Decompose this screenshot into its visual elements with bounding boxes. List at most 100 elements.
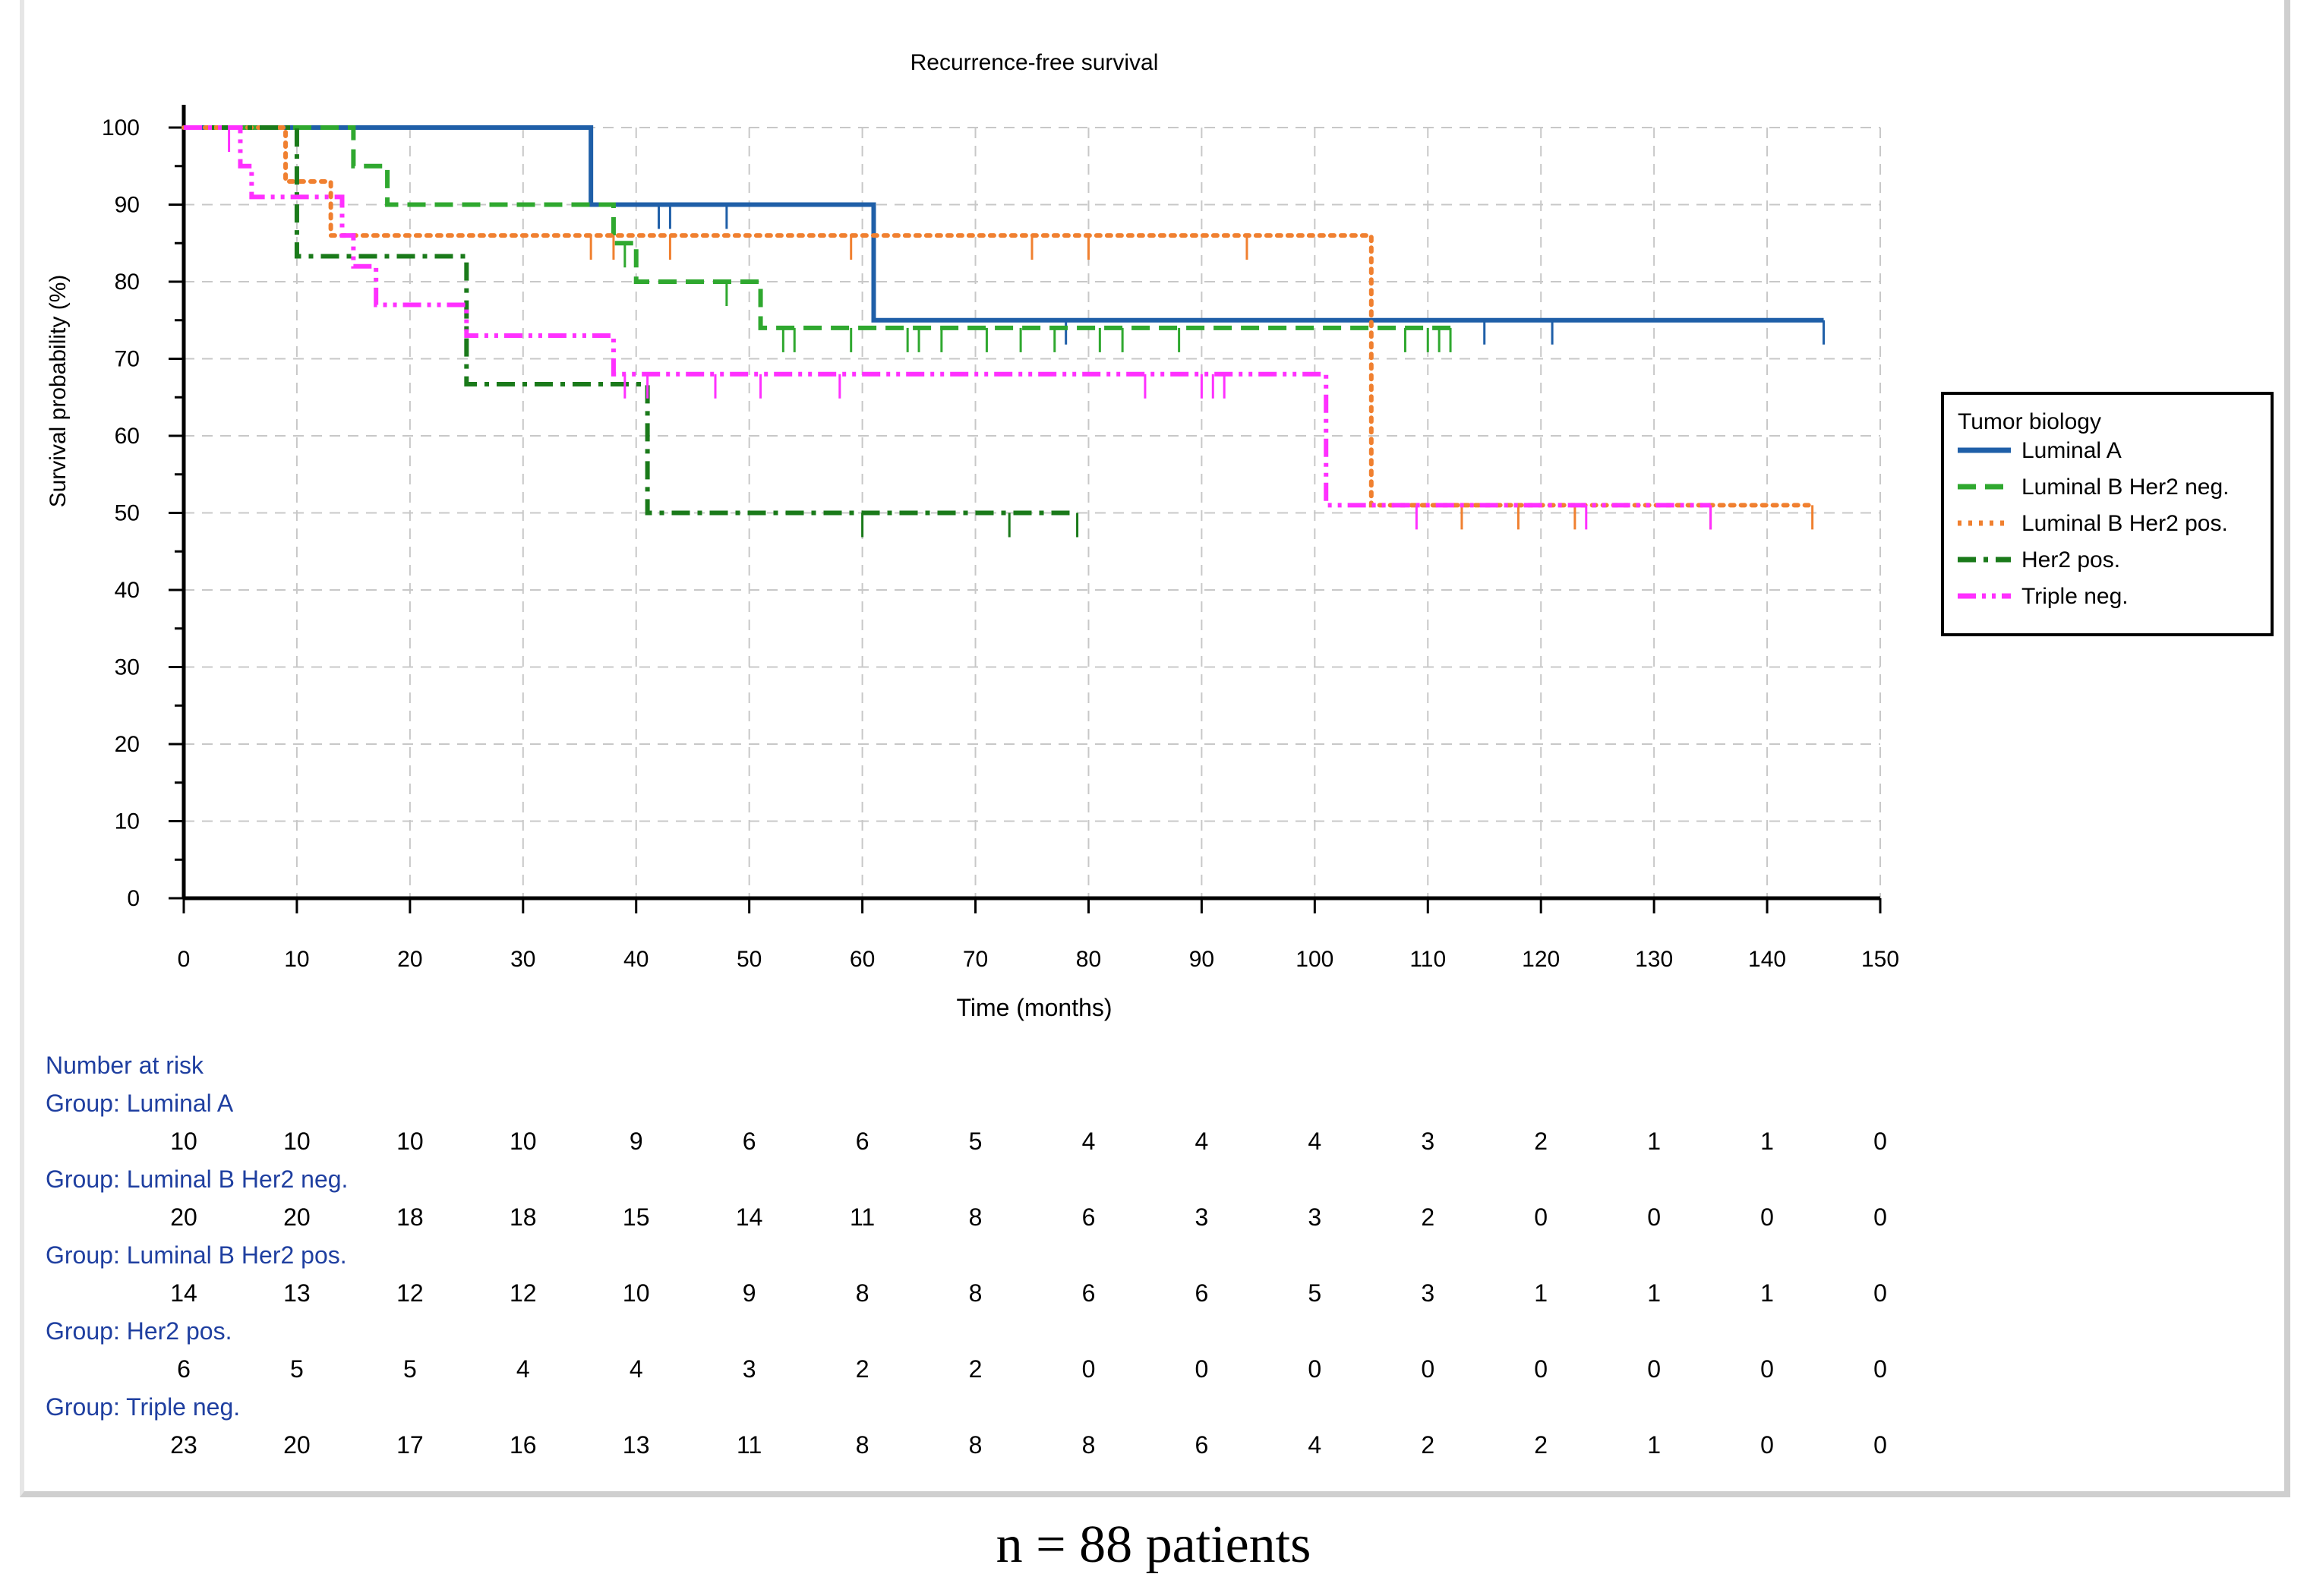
risk-group-label: Group: Her2 pos. bbox=[46, 1317, 232, 1345]
risk-count: 6 bbox=[856, 1128, 869, 1155]
figure-frame bbox=[20, 0, 2290, 1497]
risk-count: 3 bbox=[1421, 1279, 1434, 1307]
legend-label: Luminal A bbox=[2021, 438, 2122, 463]
risk-count: 3 bbox=[1195, 1203, 1209, 1231]
risk-count: 14 bbox=[170, 1279, 197, 1307]
risk-count: 0 bbox=[1760, 1203, 1774, 1231]
risk-count: 4 bbox=[516, 1355, 530, 1383]
series-4 bbox=[184, 125, 1712, 530]
y-tick-label: 30 bbox=[115, 655, 140, 680]
risk-count: 5 bbox=[403, 1355, 417, 1383]
risk-count: 0 bbox=[1308, 1355, 1321, 1383]
risk-count: 0 bbox=[1873, 1128, 1887, 1155]
risk-count: 0 bbox=[1873, 1279, 1887, 1307]
risk-count: 8 bbox=[969, 1203, 983, 1231]
risk-group-label: Group: Luminal B Her2 pos. bbox=[46, 1241, 347, 1269]
risk-count: 23 bbox=[170, 1431, 197, 1459]
risk-count: 10 bbox=[170, 1128, 197, 1155]
risk-count: 1 bbox=[1760, 1128, 1774, 1155]
risk-count: 0 bbox=[1082, 1355, 1096, 1383]
risk-count: 6 bbox=[1082, 1203, 1096, 1231]
x-tick-label: 110 bbox=[1409, 947, 1446, 972]
risk-count: 13 bbox=[283, 1279, 311, 1307]
risk-count: 0 bbox=[1534, 1203, 1548, 1231]
y-tick-label: 20 bbox=[115, 732, 140, 757]
x-tick-label: 0 bbox=[178, 947, 191, 972]
legend-label: Her2 pos. bbox=[2021, 547, 2120, 572]
risk-count: 2 bbox=[1421, 1203, 1434, 1231]
risk-count: 2 bbox=[1421, 1431, 1434, 1459]
risk-count: 10 bbox=[283, 1128, 311, 1155]
series-line bbox=[181, 125, 1815, 508]
axes: 0 10 20 30 40 50 60 70 80 90 100 110 120 130 140 150 0 10… bbox=[102, 105, 1899, 972]
risk-count: 0 bbox=[1647, 1355, 1661, 1383]
x-axis-label: Time (months) bbox=[956, 994, 1112, 1021]
risk-count: 3 bbox=[1421, 1128, 1434, 1155]
risk-count: 2 bbox=[856, 1355, 869, 1383]
y-axis-label: Survival probability (%) bbox=[46, 275, 71, 508]
series-line bbox=[184, 125, 1711, 508]
risk-count: 20 bbox=[170, 1203, 197, 1231]
risk-count: 17 bbox=[396, 1431, 424, 1459]
risk-count: 0 bbox=[1760, 1355, 1774, 1383]
risk-table: Number at risk Group: Luminal A10 10 10 10 9… bbox=[46, 1052, 1887, 1459]
legend-box bbox=[1941, 392, 2274, 636]
grid bbox=[184, 127, 1881, 898]
figure-caption: n = 88 patients bbox=[996, 1516, 1311, 1574]
risk-count: 8 bbox=[856, 1431, 869, 1459]
x-tick-label: 120 bbox=[1522, 947, 1560, 972]
legend-label: Luminal B Her2 neg. bbox=[2021, 475, 2230, 500]
risk-count: 20 bbox=[283, 1431, 311, 1459]
risk-count: 14 bbox=[736, 1203, 763, 1231]
x-tick-label: 10 bbox=[284, 947, 309, 972]
y-tick-label: 80 bbox=[115, 270, 140, 295]
legend-items: Luminal A Luminal B Her2 neg. Luminal B He… bbox=[1958, 438, 2230, 609]
y-tick-label: 50 bbox=[115, 501, 140, 526]
legend-title: Tumor biology bbox=[1958, 409, 2101, 434]
risk-count: 8 bbox=[1082, 1431, 1096, 1459]
chart-title: Recurrence-free survival bbox=[910, 50, 1159, 75]
x-tick-label: 150 bbox=[1861, 947, 1899, 972]
risk-count: 9 bbox=[743, 1279, 756, 1307]
risk-count: 5 bbox=[1308, 1279, 1321, 1307]
y-tick-label: 60 bbox=[115, 424, 140, 449]
risk-count: 10 bbox=[510, 1128, 537, 1155]
risk-count: 0 bbox=[1873, 1431, 1887, 1459]
y-tick-label: 10 bbox=[115, 809, 140, 834]
risk-count: 4 bbox=[1308, 1128, 1321, 1155]
risk-count: 1 bbox=[1534, 1279, 1548, 1307]
risk-count: 2 bbox=[1534, 1128, 1548, 1155]
x-tick-label: 100 bbox=[1296, 947, 1333, 972]
x-tick-label: 50 bbox=[737, 947, 762, 972]
series-line bbox=[184, 125, 1078, 516]
series-line bbox=[184, 125, 1824, 323]
series-lines bbox=[181, 125, 1826, 538]
x-tick-label: 30 bbox=[510, 947, 535, 972]
survival-chart: Recurrence-free survival 0 10 20 30 40 50 60 70… bbox=[46, 50, 2274, 1459]
risk-count: 3 bbox=[743, 1355, 756, 1383]
risk-count: 5 bbox=[969, 1128, 983, 1155]
risk-count: 0 bbox=[1534, 1355, 1548, 1383]
risk-rows: Group: Luminal A10 10 10 10 9 6 6 5 4 4 4 3 2 1 1 0Grou… bbox=[46, 1090, 1887, 1459]
y-tick-label: 40 bbox=[115, 578, 140, 603]
risk-count: 11 bbox=[737, 1431, 762, 1459]
risk-count: 8 bbox=[969, 1279, 983, 1307]
risk-count: 1 bbox=[1647, 1128, 1661, 1155]
risk-count: 9 bbox=[630, 1128, 643, 1155]
legend-label: Luminal B Her2 pos. bbox=[2021, 511, 2228, 536]
risk-count: 20 bbox=[283, 1203, 311, 1231]
risk-count: 0 bbox=[1873, 1203, 1887, 1231]
risk-count: 3 bbox=[1308, 1203, 1321, 1231]
risk-count: 6 bbox=[1195, 1431, 1209, 1459]
x-tick-label: 90 bbox=[1189, 947, 1214, 972]
risk-group-label: Group: Luminal B Her2 neg. bbox=[46, 1165, 348, 1193]
risk-count: 6 bbox=[1195, 1279, 1209, 1307]
risk-count: 6 bbox=[743, 1128, 756, 1155]
risk-count: 13 bbox=[623, 1431, 650, 1459]
risk-count: 0 bbox=[1647, 1203, 1661, 1231]
legend: Tumor biology Luminal A Luminal B Her2 ne… bbox=[1941, 392, 2274, 636]
risk-count: 10 bbox=[623, 1279, 650, 1307]
risk-count: 1 bbox=[1760, 1279, 1774, 1307]
risk-count: 18 bbox=[510, 1203, 537, 1231]
y-tick-label: 70 bbox=[115, 347, 140, 372]
